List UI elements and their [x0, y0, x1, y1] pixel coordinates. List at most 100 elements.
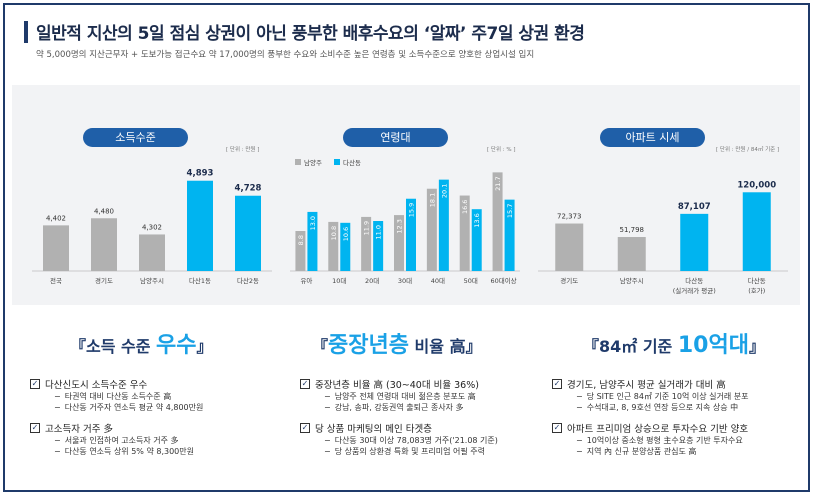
age-bar	[504, 199, 515, 271]
age-tick-label: 40대	[431, 277, 445, 285]
bullet-head-text: 경기도, 남양주시 평균 실거래가 대비 高	[567, 380, 726, 391]
income-tick-label: 전국	[50, 276, 62, 285]
age-tick-label: 30대	[398, 277, 412, 285]
age-value-label: 15.9	[408, 203, 416, 217]
age-tick-label: 60대이상	[490, 276, 516, 285]
age-unit: [ 단위 : % ]	[487, 147, 516, 153]
apt-tick-label: 다산동	[748, 276, 766, 285]
age-panel-label: 연령대	[343, 128, 448, 147]
age-legend-label: 남양주	[304, 158, 322, 167]
bullet-sub-text: 남양주 전체 연령대 대비 젊은층 분포도 高	[334, 392, 476, 401]
headline-apt-post: 』	[748, 337, 765, 356]
bullet-sub: − 타권역 대비 다산동 소득수준 高	[54, 392, 172, 401]
headline-age-pre: 『	[312, 337, 329, 356]
age-bar	[438, 179, 449, 271]
slide-frame	[3, 3, 810, 492]
headline-income: 『소득 수준 우수』	[70, 327, 213, 359]
bullet-group: ✓ 고소득자 거주 多 − 서울과 인접하여 고소득자 거주 多 − 다산동 연소득 …	[30, 421, 290, 457]
bullet-head-text: 아파트 프리미엄 상승으로 투자수요 기반 양호	[567, 424, 749, 435]
bullet-head: ✓ 중장년층 비율 高 (30~40대 비율 36%)	[300, 377, 560, 391]
age-bar	[394, 215, 404, 271]
age-tick-label: 50대	[464, 277, 478, 285]
age-bar	[492, 172, 503, 271]
apt-value-label: 87,107	[678, 202, 711, 212]
bullet-head: ✓ 고소득자 거주 多	[30, 421, 290, 435]
bullet-head: ✓ 아파트 프리미엄 상승으로 투자수요 기반 양호	[552, 421, 812, 435]
bullet-sub-text: 타권역 대비 다산동 소득수준 高	[64, 392, 172, 401]
age-value-label: 21.7	[494, 176, 502, 190]
bullets-age: ✓ 중장년층 비율 高 (30~40대 비율 36%) − 남양주 전체 연령대 대…	[300, 377, 560, 465]
bullet-sub: − 서울과 인접하여 고소득자 거주 多	[54, 436, 179, 445]
bullet-sub: − 당 SITE 인근 84㎡ 기준 10억 이상 실거래 분포	[576, 392, 749, 401]
income-value-label: 4,402	[46, 214, 66, 222]
bullet-sub-text: 다산동 30대 이상 78,083명 거주('21.08 기준)	[334, 436, 498, 445]
bullet-sub: − 남양주 전체 연령대 대비 젊은층 분포도 高	[324, 392, 476, 401]
income-tick-label: 다산2동	[237, 276, 259, 285]
age-bar	[295, 231, 306, 271]
checkbox-icon: ✓	[30, 379, 40, 389]
age-bar	[471, 209, 482, 271]
headline-apt: 『84㎡ 기준 10억대』	[583, 327, 765, 359]
age-legend-swatch	[334, 159, 340, 165]
bullets-income: ✓ 다산신도시 소득수준 우수 − 타권역 대비 다산동 소득수준 高 − 다산동 거…	[30, 377, 290, 465]
age-value-label: 8.8	[297, 235, 305, 245]
income-value-label: 4,302	[142, 223, 162, 231]
apt-value-label: 72,373	[557, 213, 582, 221]
age-value-label: 12.3	[396, 219, 404, 233]
age-value-label: 11.9	[363, 221, 371, 235]
page-subtitle: 약 5,000명의 지산근무자 + 도보가능 접근수요 약 17,000명의 풍…	[36, 50, 535, 60]
bullet-sub: − 다산동 거주자 연소득 평균 약 4,800만원	[54, 403, 204, 412]
apt-tick-label: (실거래가 평균)	[673, 286, 716, 295]
apt-bar	[555, 223, 584, 271]
bullet-head: ✓ 다산신도시 소득수준 우수	[30, 377, 290, 391]
age-tick-label: 유아	[300, 276, 312, 285]
income-value-label: 4,480	[94, 207, 114, 215]
apt-tick-label: (호가)	[748, 286, 765, 295]
income-value-label: 4,893	[187, 169, 214, 179]
apt-value-label: 51,798	[620, 226, 645, 234]
income-tick-label: 남양주시	[140, 276, 164, 285]
headline-age-big: 중장년층	[328, 333, 409, 358]
age-value-label: 10.6	[342, 227, 350, 241]
age-bar	[307, 211, 318, 271]
bullet-head-text: 고소득자 거주 多	[45, 424, 113, 435]
apt-unit: [ 단위 : 만원 / 84㎡ 기준 ]	[716, 147, 780, 153]
age-bar	[373, 221, 384, 271]
income-bar	[91, 218, 117, 271]
age-value-label: 13.0	[309, 216, 317, 230]
headline-income-big: 우수	[156, 333, 197, 358]
age-tick-label: 10대	[332, 277, 346, 285]
bullet-sub: − 수석대교, 8, 9호선 연장 등으로 지속 상승 中	[576, 403, 739, 412]
age-bar	[406, 198, 416, 271]
age-value-label: 11.0	[375, 225, 383, 239]
bullet-group: ✓ 다산신도시 소득수준 우수 − 타권역 대비 다산동 소득수준 高 − 다산동 거…	[30, 377, 290, 413]
headline-income-pre: 『소득 수준	[70, 337, 157, 356]
age-value-label: 18.1	[428, 193, 436, 207]
income-tick-label: 경기도	[95, 276, 113, 285]
bullet-group: ✓ 당 상품 마케팅의 메인 타겟층 − 다산동 30대 이상 78,083명 거주…	[300, 421, 560, 457]
age-bar	[459, 195, 470, 271]
income-value-label: 4,728	[235, 184, 262, 194]
apt-panel-label: 아파트 시세	[600, 128, 705, 147]
age-bar	[328, 221, 339, 271]
age-legend-label: 다산동	[343, 158, 361, 167]
title-accent-bar	[24, 21, 28, 43]
income-bar	[139, 234, 165, 271]
age-value-label: 20.1	[440, 184, 448, 198]
bullet-head-text: 중장년층 비율 高 (30~40대 비율 36%)	[315, 380, 479, 391]
bullet-sub: − 지역 內 신규 분양상품 관심도 高	[576, 447, 697, 456]
income-unit: [ 단위 : 만원 ]	[226, 147, 260, 153]
headline-age: 『중장년층 비율 高』	[312, 327, 482, 359]
checkbox-icon: ✓	[552, 379, 562, 389]
bullet-head-text: 당 상품 마케팅의 메인 타겟층	[315, 424, 432, 435]
checkbox-icon: ✓	[30, 423, 40, 433]
bullet-sub-text: 수석대교, 8, 9호선 연장 등으로 지속 상승 中	[586, 403, 739, 412]
bullet-sub: − 당 상품의 상환경 특화 및 프리미엄 어필 주력	[324, 447, 485, 456]
age-value-label: 10.8	[330, 226, 338, 240]
bullet-group: ✓ 아파트 프리미엄 상승으로 투자수요 기반 양호 −10억이상 중소형 평형 …	[552, 421, 812, 457]
headline-apt-big: 10억대	[677, 333, 749, 358]
bullet-sub-text: 당 SITE 인근 84㎡ 기준 10억 이상 실거래 분포	[586, 392, 749, 401]
income-bar	[235, 195, 261, 271]
apt-bar	[617, 237, 646, 271]
